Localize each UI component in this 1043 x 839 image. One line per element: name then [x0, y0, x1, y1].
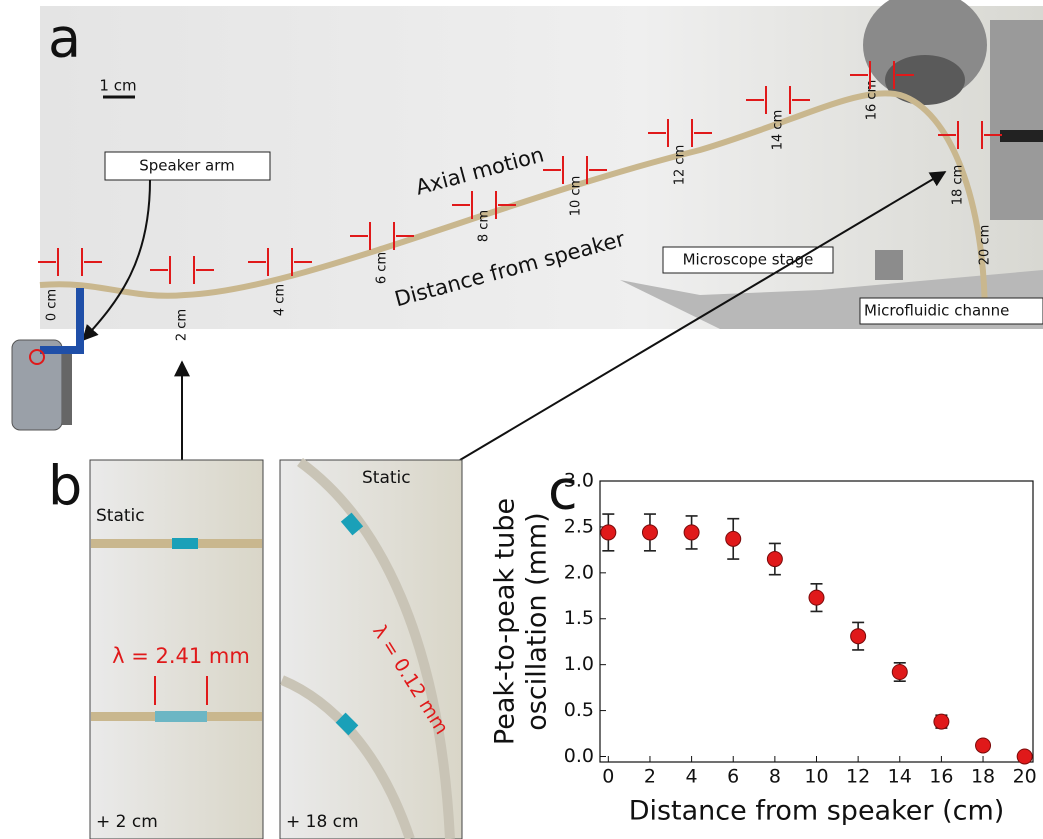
point	[767, 552, 782, 567]
x-tick-label: 14	[888, 766, 912, 788]
distance-label: 2 cm	[175, 309, 190, 341]
distance-label: 16 cm	[865, 80, 880, 121]
y-axis-label: oscillation (mm)	[522, 512, 553, 730]
y-tick-label: 0.5	[564, 699, 594, 721]
x-axis-label: Distance from speaker (cm)	[629, 796, 1005, 827]
scale-bar-label: 1 cm	[99, 77, 136, 95]
inset-text: Static	[362, 468, 411, 488]
y-axis-label: Peak-to-peak tube	[490, 498, 521, 745]
point	[601, 525, 616, 540]
distance-label: 12 cm	[673, 145, 688, 186]
y-tick-label: 2.0	[564, 561, 594, 583]
x-tick-label: 12	[846, 766, 870, 788]
point	[976, 738, 991, 753]
x-tick-label: 0	[602, 766, 614, 788]
speaker-rim	[62, 350, 72, 425]
point	[684, 525, 699, 540]
x-tick-label: 8	[769, 766, 781, 788]
y-tick-label: 1.0	[564, 653, 594, 675]
distance-label: 8 cm	[477, 210, 492, 242]
objective-tip	[885, 55, 965, 105]
inset-text: Static	[96, 506, 145, 526]
inset-text: + 2 cm	[96, 812, 158, 832]
y-tick-label: 0.0	[564, 745, 594, 767]
callout: Microscope stage	[683, 251, 814, 269]
stage-knob	[875, 250, 903, 280]
y-tick-label: 1.5	[564, 607, 594, 629]
inset-text: + 18 cm	[286, 812, 359, 832]
callout: Speaker arm	[139, 157, 235, 175]
x-tick-label: 20	[1013, 766, 1037, 788]
panel-label: b	[48, 455, 82, 518]
x-tick-label: 18	[971, 766, 995, 788]
x-tick-label: 4	[686, 766, 698, 788]
point	[726, 531, 741, 546]
dye	[155, 711, 207, 722]
microscope-band	[1000, 130, 1043, 142]
x-tick-label: 6	[727, 766, 739, 788]
microscope-body	[990, 20, 1043, 220]
distance-label: 10 cm	[569, 176, 584, 217]
plot-frame	[600, 481, 1033, 762]
callout: Microfluidic channe	[864, 302, 1009, 320]
point	[892, 665, 907, 680]
x-tick-label: 16	[929, 766, 953, 788]
point	[851, 629, 866, 644]
x-tick-label: 2	[644, 766, 656, 788]
dye	[172, 538, 198, 549]
distance-label: 6 cm	[375, 252, 390, 284]
distance-label: 4 cm	[273, 284, 288, 316]
y-tick-label: 3.0	[564, 470, 594, 492]
point	[642, 525, 657, 540]
distance-label: 18 cm	[951, 165, 966, 206]
point	[1017, 749, 1032, 764]
figure: 1 cm a Speaker arm Axial motion Distance…	[0, 0, 1043, 839]
distance-label: 20 cm	[978, 225, 993, 266]
distance-label: 0 cm	[45, 289, 60, 321]
wavelength: λ = 2.41 mm	[112, 644, 250, 668]
y-tick-label: 2.5	[564, 515, 594, 537]
distance-label: 14 cm	[771, 110, 786, 151]
x-tick-label: 10	[804, 766, 828, 788]
panel-label: a	[48, 7, 81, 70]
point	[809, 590, 824, 605]
point	[934, 714, 949, 729]
inset-right	[280, 460, 462, 839]
